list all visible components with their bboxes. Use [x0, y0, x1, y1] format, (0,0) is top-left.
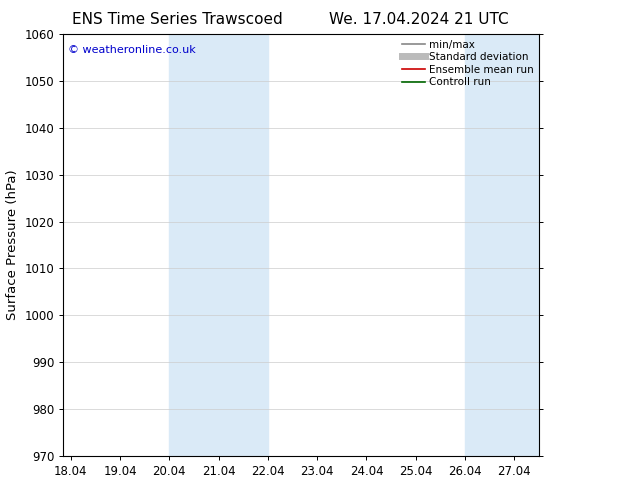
Bar — [169, 34, 268, 456]
Bar — [465, 34, 539, 456]
Y-axis label: Surface Pressure (hPa): Surface Pressure (hPa) — [6, 170, 19, 320]
Text: ENS Time Series Trawscoed: ENS Time Series Trawscoed — [72, 12, 283, 27]
Text: © weatheronline.co.uk: © weatheronline.co.uk — [68, 45, 196, 55]
Text: We. 17.04.2024 21 UTC: We. 17.04.2024 21 UTC — [328, 12, 508, 27]
Legend: min/max, Standard deviation, Ensemble mean run, Controll run: min/max, Standard deviation, Ensemble me… — [402, 40, 534, 87]
